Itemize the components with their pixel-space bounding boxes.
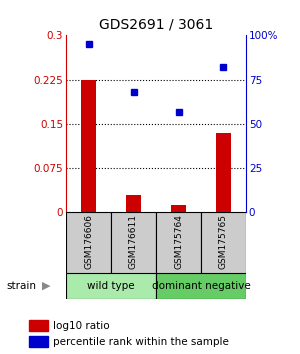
Bar (201, 212, 246, 273)
Bar (156, 273, 246, 299)
Text: log10 ratio: log10 ratio (53, 321, 110, 331)
Bar (81, 80, 96, 212)
Bar (66, 212, 111, 273)
Text: GSM176606: GSM176606 (84, 214, 93, 269)
Text: dominant negative: dominant negative (152, 281, 250, 291)
Text: ▶: ▶ (42, 281, 50, 291)
Bar (171, 205, 186, 212)
Bar (216, 133, 231, 212)
Text: GSM175765: GSM175765 (219, 214, 228, 269)
Bar (156, 212, 201, 273)
Bar (28, 336, 48, 347)
Bar (126, 195, 141, 212)
Bar (66, 273, 156, 299)
Text: wild type: wild type (87, 281, 135, 291)
Bar (111, 212, 156, 273)
Title: GDS2691 / 3061: GDS2691 / 3061 (99, 17, 213, 32)
Bar (28, 320, 48, 331)
Text: GSM175764: GSM175764 (174, 214, 183, 269)
Text: GSM176611: GSM176611 (129, 214, 138, 269)
Text: percentile rank within the sample: percentile rank within the sample (53, 337, 229, 347)
Text: strain: strain (6, 281, 36, 291)
